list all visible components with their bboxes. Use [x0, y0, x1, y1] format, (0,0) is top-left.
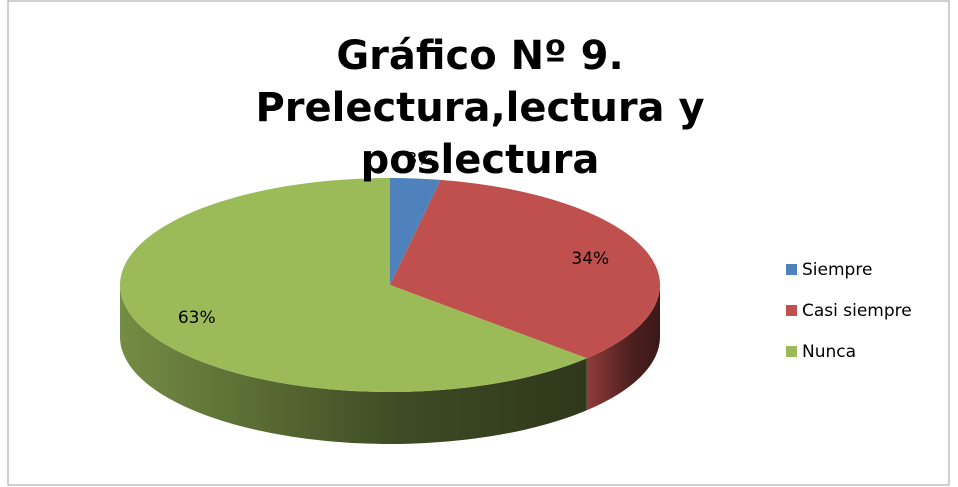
- slice: [390, 179, 660, 359]
- chart-border: [7, 0, 950, 486]
- legend-swatch: [786, 305, 797, 316]
- legend-label: Nunca: [802, 342, 856, 362]
- legend-swatch: [786, 346, 797, 357]
- slice-side: [120, 285, 587, 444]
- data-label: 3%: [406, 149, 433, 169]
- slice: [390, 178, 441, 285]
- slice: [119, 178, 587, 393]
- data-label: 34%: [571, 249, 609, 269]
- legend-label: Siempre: [802, 260, 872, 280]
- legend-label: Casi siempre: [802, 301, 912, 321]
- chart-title: Gráfico Nº 9. Prelectura,lectura y posle…: [255, 33, 705, 183]
- legend-swatch: [786, 264, 797, 275]
- data-label: 63%: [178, 308, 216, 328]
- slice-side: [586, 285, 660, 411]
